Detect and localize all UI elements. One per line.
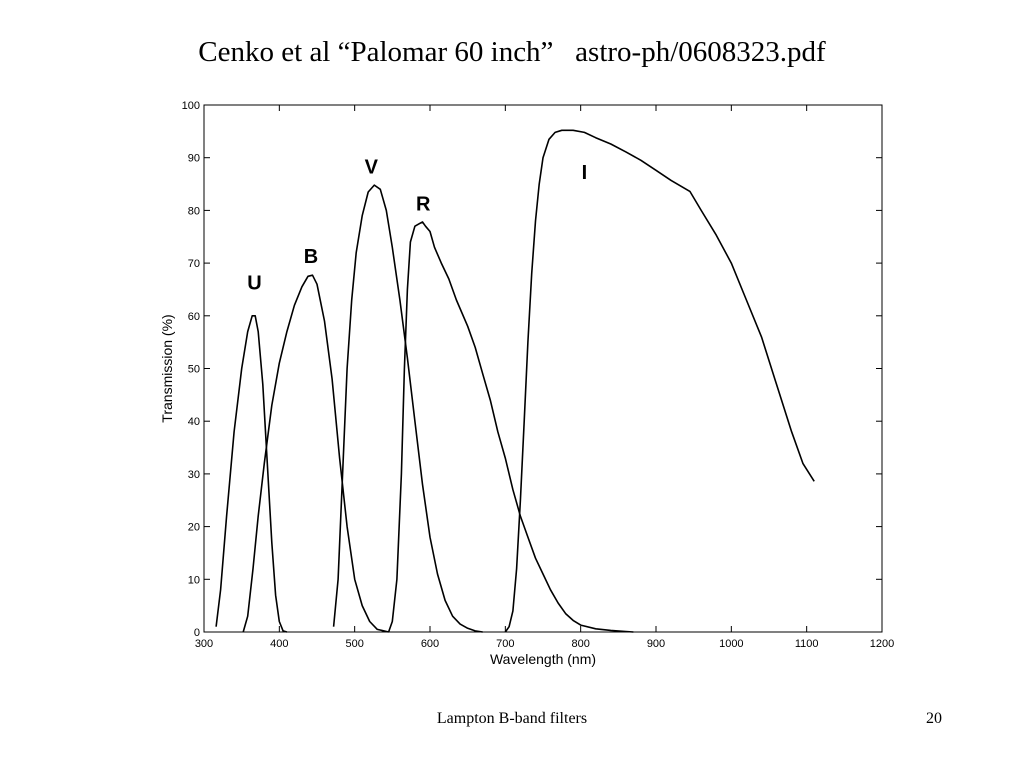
series-label-v: V [365,157,379,179]
slide-title: Cenko et al “Palomar 60 inch” astro-ph/0… [198,36,826,68]
x-tick-label: 1200 [870,638,894,650]
y-tick-label: 0 [194,627,200,639]
series-label-b: B [304,246,318,268]
plot-frame [203,104,883,633]
y-tick-label: 30 [188,469,200,481]
series-line-i [504,129,815,633]
y-tick-label: 70 [188,258,200,270]
y-tick-label: 100 [182,100,200,112]
x-tick-label: 700 [496,638,514,650]
slide-footer: Lampton B-band filters [436,710,588,727]
series-label-i: I [582,162,588,184]
series-line-r [387,221,634,633]
x-axis-label: Wavelength (nm) [490,651,596,667]
page-number: 20 [926,710,942,727]
series-line-v [332,184,483,633]
series-line-b [242,274,389,633]
y-tick-label: 20 [188,522,200,534]
y-tick-label: 80 [188,205,200,217]
x-tick-label: 1000 [719,638,743,650]
y-tick-label: 60 [188,311,200,323]
series-label-r: R [416,193,431,215]
series-line-u [215,315,288,633]
x-tick-label: 900 [647,638,665,650]
x-tick-label: 400 [270,638,288,650]
x-tick-label: 600 [421,638,439,650]
x-tick-label: 1100 [795,638,819,650]
series-label-u: U [247,272,261,294]
x-tick-label: 800 [571,638,589,650]
y-tick-label: 40 [188,416,200,428]
y-tick-label: 10 [188,574,200,586]
x-tick-label: 300 [195,638,213,650]
y-axis-label: Transmission (%) [159,314,175,422]
y-tick-label: 50 [188,364,200,376]
y-tick-label: 90 [188,153,200,165]
x-tick-label: 500 [345,638,363,650]
